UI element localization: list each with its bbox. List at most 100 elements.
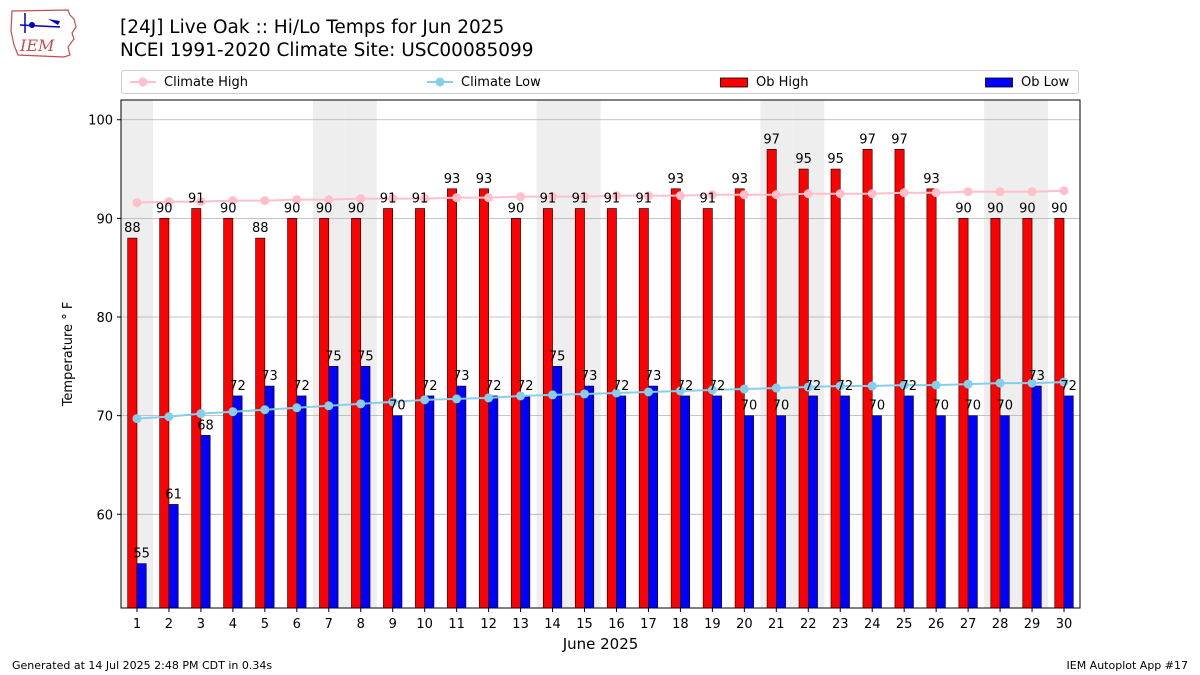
ob-high-label: 91	[412, 192, 429, 207]
legend-label-ob-low: Ob Low	[1021, 74, 1070, 90]
climate-low-point	[260, 405, 270, 415]
ob-high-label: 93	[476, 172, 493, 187]
x-tick-label: 4	[229, 617, 237, 632]
x-tick-label: 9	[389, 617, 397, 632]
ob-high-bar	[351, 218, 362, 609]
ob-high-label: 95	[827, 152, 844, 167]
logo-windsock-icon	[48, 19, 60, 25]
x-tick-label: 10	[416, 617, 433, 632]
ob-high-bar	[670, 188, 681, 609]
ob-low-label: 70	[389, 399, 406, 414]
climate-low-point	[1027, 378, 1037, 388]
ob-high-swatch-icon	[720, 77, 748, 88]
ob-low-bar	[136, 563, 147, 609]
ob-low-bar	[999, 415, 1010, 609]
climate-high-point	[132, 198, 142, 208]
ob-high-label: 90	[156, 201, 173, 216]
ob-high-label: 91	[604, 192, 621, 207]
climate-high-point	[548, 192, 558, 202]
iowa-outline-icon	[10, 9, 77, 58]
ob-high-bar	[191, 208, 202, 609]
legend-item-ob-high: Ob High	[720, 71, 809, 93]
x-tick-label: 5	[261, 617, 269, 632]
ob-high-label: 90	[508, 201, 525, 216]
logo-line-icon	[19, 24, 61, 28]
x-tick-label: 24	[864, 617, 881, 632]
ob-low-label: 72	[837, 379, 854, 394]
ob-low-bar	[871, 415, 882, 609]
ob-high-bar	[415, 208, 425, 609]
ob-high-label: 97	[859, 132, 876, 147]
climate-high-point	[995, 187, 1005, 197]
ob-high-bar	[606, 208, 617, 609]
y-axis-label: Temperature ° F	[61, 302, 76, 408]
y-tick-label: 100	[88, 114, 113, 129]
ob-low-bar	[839, 395, 850, 609]
ob-low-label: 70	[741, 399, 758, 414]
ob-low-label: 70	[773, 399, 790, 414]
ob-low-label: 72	[485, 379, 502, 394]
legend-label-climate-low: Climate Low	[461, 74, 541, 90]
ob-low-bar	[456, 385, 467, 609]
ob-high-bar	[511, 218, 521, 609]
ob-low-label: 72	[709, 379, 726, 394]
ob-low-label: 73	[261, 369, 278, 384]
x-tick-label: 20	[736, 617, 753, 632]
x-tick-label: 2	[165, 617, 173, 632]
climate-low-point	[707, 385, 717, 395]
ob-high-label: 93	[444, 172, 461, 187]
x-tick-label: 8	[357, 617, 365, 632]
ob-high-label: 90	[220, 201, 237, 216]
ob-high-bar	[766, 149, 777, 609]
ob-low-label: 73	[453, 369, 470, 384]
climate-high-point	[516, 192, 526, 202]
climate-high-line-icon	[130, 77, 156, 87]
ob-high-bar	[1054, 218, 1065, 609]
ob-low-bar	[616, 395, 627, 609]
x-tick-label: 21	[768, 617, 785, 632]
ob-low-label: 72	[1060, 379, 1077, 394]
ob-low-label: 72	[677, 379, 694, 394]
climate-high-point	[931, 188, 941, 198]
climate-high-point	[292, 195, 302, 205]
ob-low-label: 75	[357, 349, 374, 364]
x-tick-label: 28	[992, 617, 1009, 632]
climate-low-point	[803, 382, 813, 392]
climate-high-point	[228, 196, 238, 206]
ob-low-bar	[296, 395, 307, 609]
ob-low-label: 72	[517, 379, 534, 394]
ob-low-bar	[1063, 395, 1074, 609]
x-tick-label: 23	[832, 617, 849, 632]
climate-high-point	[771, 190, 781, 200]
ob-low-label: 70	[869, 399, 886, 414]
ob-low-label: 73	[645, 369, 662, 384]
x-axis-label: June 2025	[562, 635, 639, 653]
climate-low-point	[835, 381, 845, 391]
x-tick-label: 3	[197, 617, 205, 632]
ob-high-label: 90	[284, 201, 301, 216]
x-tick-label: 1	[133, 617, 141, 632]
climate-high-point	[835, 189, 845, 199]
climate-low-point	[292, 403, 302, 413]
ob-low-bar	[552, 366, 563, 609]
ob-low-bar	[232, 395, 243, 609]
ob-low-bar	[264, 385, 275, 609]
ob-high-bar	[255, 237, 266, 609]
climate-low-point	[899, 380, 909, 390]
ob-high-bar	[287, 218, 298, 609]
ob-low-bar	[967, 415, 978, 609]
ob-low-bar	[488, 395, 499, 609]
x-tick-label: 17	[640, 617, 657, 632]
climate-high-point	[1059, 186, 1069, 196]
y-tick-label: 90	[96, 212, 113, 227]
climate-high-point	[899, 188, 909, 198]
ob-low-bar	[584, 385, 595, 609]
ob-high-label: 97	[891, 132, 908, 147]
ob-low-label: 72	[293, 379, 310, 394]
chart-title: [24J] Live Oak :: Hi/Lo Temps for Jun 20…	[120, 17, 505, 38]
ob-low-bar	[776, 415, 786, 609]
climate-high-point	[484, 193, 494, 203]
climate-low-line-icon	[427, 77, 453, 87]
ob-low-label: 68	[197, 418, 214, 433]
